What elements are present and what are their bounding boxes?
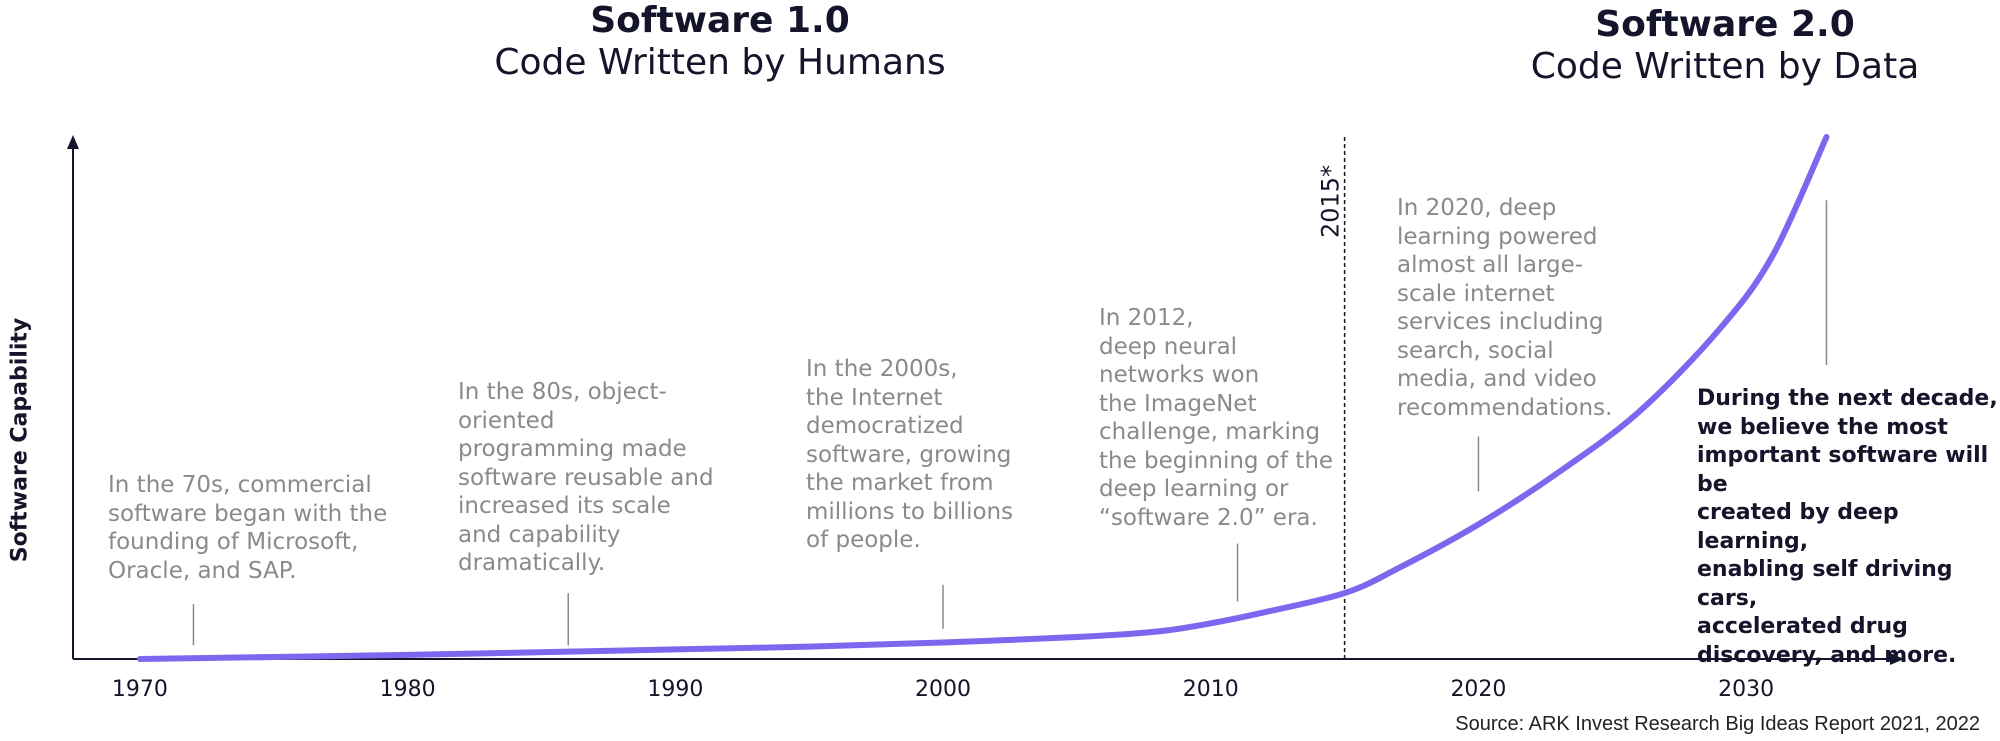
annotation-2012: In 2012, deep neural networks won the Im… xyxy=(1099,305,1334,531)
x-tick-label-1970: 1970 xyxy=(112,677,168,702)
axes: 2015* xyxy=(67,135,1904,665)
series-group xyxy=(136,134,1830,662)
x-axis-arrow xyxy=(1890,653,1904,665)
annotation-leaders xyxy=(192,200,1828,646)
x-tick-label-2000: 2000 xyxy=(915,677,971,702)
y-axis-arrow xyxy=(67,135,79,149)
software-2-heading: Software 2.0 Code Written by Data xyxy=(1500,4,1950,88)
software-1-heading: Software 1.0 Code Written by Humans xyxy=(460,0,980,84)
x-tick-label-2020: 2020 xyxy=(1450,677,1506,702)
annotation-2020: In 2020, deep learning powered almost al… xyxy=(1397,195,1613,421)
annotation-1980s: In the 80s, object- oriented programming… xyxy=(458,379,714,576)
annotation-1970s: In the 70s, commercial software began wi… xyxy=(108,472,388,584)
annotation-2000s: In the 2000s, the Internet democratized … xyxy=(806,356,1014,553)
marker-label-2015: 2015* xyxy=(1317,165,1345,238)
x-tick-labels: 1970 1980 1990 2000 2010 2020 2030 xyxy=(112,677,1774,702)
annotation-next-decade: During the next decade, we believe the m… xyxy=(1697,386,1998,668)
era-title: Software 1.0 xyxy=(590,0,850,41)
era-subtitle: Code Written by Data xyxy=(1530,46,1920,87)
source-note: Source: ARK Invest Research Big Ideas Re… xyxy=(1455,713,1980,735)
era-title: Software 2.0 xyxy=(1595,4,1855,45)
x-tick-label-2010: 2010 xyxy=(1183,677,1239,702)
x-tick-label-1980: 1980 xyxy=(380,677,436,702)
x-tick-label-2030: 2030 xyxy=(1718,677,1774,702)
x-tick-label-1990: 1990 xyxy=(647,677,703,702)
era-subtitle: Code Written by Humans xyxy=(494,42,946,83)
series-line-0 xyxy=(136,134,1830,662)
